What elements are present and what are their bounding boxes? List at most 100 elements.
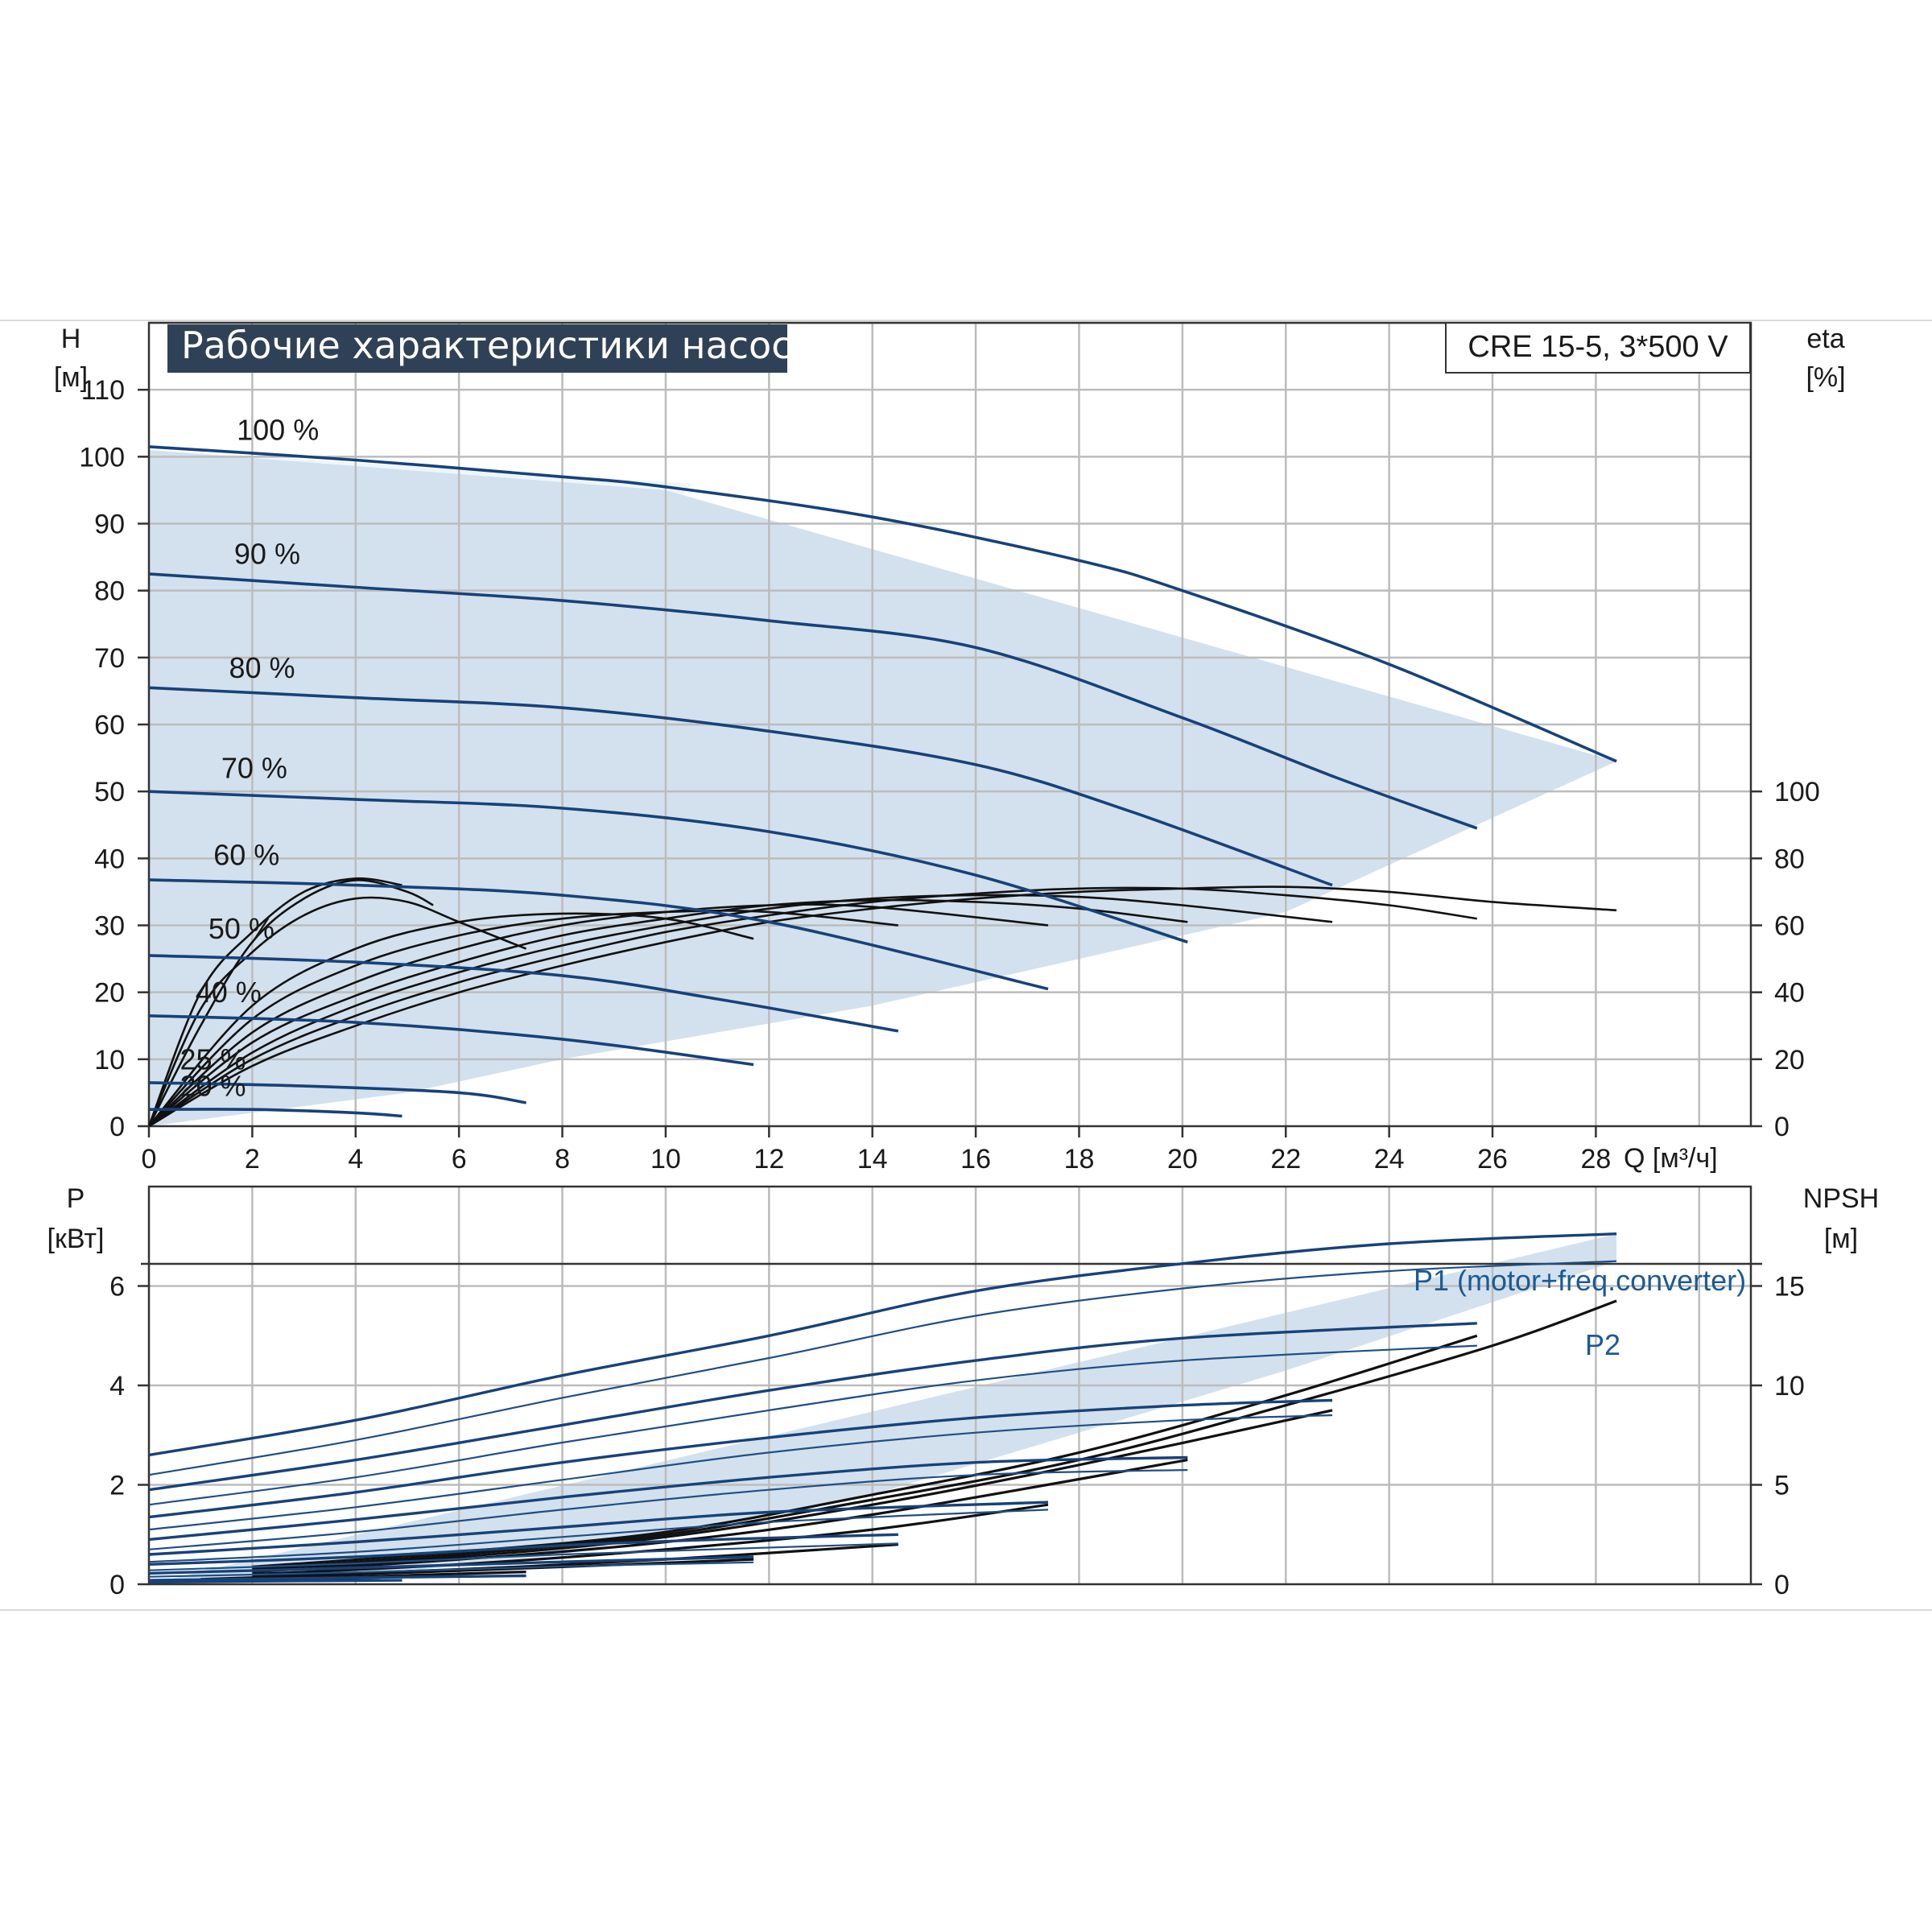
q-x-tick-label: 24	[1374, 1144, 1405, 1174]
head-axis-label: H	[61, 324, 81, 354]
q-axis-label: Q [м³/ч]	[1624, 1143, 1718, 1174]
head-curve-label: 80 %	[229, 651, 295, 684]
chart-title-banner	[167, 324, 787, 373]
model-label: CRE 15-5, 3*500 V	[1468, 330, 1728, 364]
chart-title: Рабочие характеристики насоса	[181, 324, 815, 367]
head-y-tick-label: 50	[94, 777, 125, 807]
eta-y-tick-label: 100	[1774, 777, 1820, 807]
p2-power-curve	[148, 1468, 1188, 1550]
p2-power-curve	[148, 1509, 1049, 1563]
head-y-tick-label: 70	[94, 643, 125, 674]
p1-power-curve	[148, 1555, 754, 1575]
head-curves	[148, 445, 1617, 1118]
q-x-tick-label: 0	[142, 1144, 157, 1174]
head-curve-label: 40 %	[196, 976, 262, 1009]
power-curves	[148, 1232, 1617, 1584]
npsh-axis-unit: [м]	[1824, 1224, 1858, 1254]
head-curve-label: 100 %	[237, 414, 319, 447]
power-plot-panel: 0 2 4 6 0 5 10 15 P [кВт] NPSH [м] P1 (motor+f…	[47, 1183, 1880, 1600]
npsh-y-tick-label: 5	[1774, 1471, 1790, 1501]
efficiency-curve	[147, 877, 402, 1127]
efficiency-curve	[148, 912, 754, 1127]
eta-y-ticks: 0 20 40 60 80 100	[1751, 777, 1820, 1142]
head-y-tick-label: 20	[94, 978, 125, 1009]
head-curve	[148, 572, 1478, 830]
head-curve	[148, 445, 1617, 763]
head-curve	[148, 954, 899, 1033]
npsh-curve	[252, 1299, 1617, 1571]
head-y-tick-label: 40	[94, 844, 125, 874]
head-curve	[148, 1081, 526, 1104]
q-x-tick-label: 28	[1581, 1144, 1612, 1174]
q-x-tick-label: 22	[1270, 1144, 1301, 1174]
head-y-tick-label: 30	[94, 911, 125, 942]
q-x-tick-label: 12	[753, 1144, 784, 1174]
head-y-tick-label: 80	[94, 576, 125, 607]
efficiency-curve	[148, 894, 1333, 1128]
eta-y-tick-label: 40	[1774, 978, 1805, 1009]
npsh-y-tick-label: 10	[1774, 1371, 1805, 1402]
q-x-tick-label: 26	[1477, 1144, 1508, 1174]
efficiency-curve	[148, 886, 1477, 1128]
q-x-ticks: 0 2 4 6 8 10 12 14 16 18 20 22 24 26 28	[142, 1126, 1612, 1174]
head-curve-label: 90 %	[234, 537, 300, 570]
power-y-ticks: 0 2 4 6	[109, 1272, 149, 1600]
power-y-tick-label: 4	[109, 1371, 125, 1402]
p2-power-curve	[148, 1414, 1333, 1531]
head-y-tick-label: 110	[81, 375, 125, 406]
npsh-curve	[200, 1558, 754, 1581]
p1-curve-label: P1 (motor+freq.converter)	[1414, 1264, 1746, 1297]
efficiency-curve	[147, 896, 527, 1127]
p1-power-curve	[148, 1398, 1333, 1519]
eta-axis-label: eta	[1806, 324, 1844, 354]
p1-power-curve	[148, 1322, 1477, 1492]
power-grid	[141, 1187, 1762, 1584]
power-axis-unit: [кВт]	[47, 1224, 105, 1254]
eta-y-tick-label: 0	[1774, 1112, 1790, 1142]
eta-axis-unit: [%]	[1806, 362, 1845, 393]
efficiency-curve	[147, 879, 434, 1127]
q-x-tick-label: 4	[348, 1144, 363, 1174]
q-x-tick-label: 8	[555, 1144, 570, 1174]
head-curve	[148, 1014, 754, 1067]
head-y-tick-label: 90	[94, 510, 125, 540]
head-curve	[148, 790, 1188, 944]
p1-power-curve	[148, 1455, 1188, 1542]
head-curve-label: 60 %	[213, 839, 279, 872]
q-x-tick-label: 18	[1064, 1144, 1095, 1174]
head-plot-panel: 100 % 90 % 80 % 70 % 60 % 50 % 40 % 25 %20 % 0 1…	[54, 321, 1846, 1174]
p1-power-curve	[148, 1533, 898, 1566]
q-x-tick-label: 6	[452, 1144, 467, 1174]
q-x-tick-label: 20	[1167, 1144, 1198, 1174]
p1-power-curve	[148, 1579, 402, 1584]
head-curve-label: 70 %	[221, 752, 287, 785]
p1-power-curve	[148, 1232, 1617, 1457]
head-curve	[148, 878, 1049, 991]
head-curve-label: 50 %	[208, 912, 275, 945]
eta-y-tick-label: 80	[1774, 844, 1805, 874]
q-x-tick-label: 16	[960, 1144, 991, 1174]
p1-power-curve	[148, 1574, 526, 1582]
head-axis-unit: [м]	[54, 362, 88, 393]
head-curve-labels: 100 % 90 % 80 % 70 % 60 % 50 % 40 % 25 %20 %	[180, 414, 320, 1103]
model-box	[1445, 322, 1751, 374]
p2-power-curve	[148, 1542, 898, 1571]
q-x-tick-label: 14	[857, 1144, 888, 1174]
p1-power-curve	[148, 1501, 1049, 1556]
head-curve	[148, 1108, 402, 1118]
p2-curve-label: P2	[1585, 1328, 1620, 1361]
eta-y-tick-label: 20	[1774, 1045, 1805, 1075]
npsh-y-tick-label: 15	[1774, 1272, 1805, 1302]
power-axis-label: P	[67, 1183, 85, 1214]
power-y-tick-label: 0	[109, 1570, 125, 1600]
head-y-ticks: 0 10 20 30 40 50 60 70 80 90 100 110	[79, 375, 149, 1142]
head-y-tick-label: 0	[109, 1112, 125, 1142]
head-curve-label: 25 %	[180, 1042, 246, 1075]
p2-power-curve	[148, 1344, 1477, 1506]
head-grid	[149, 321, 1751, 1126]
eta-y-tick-label: 60	[1774, 911, 1805, 942]
head-y-tick-label: 100	[79, 442, 125, 473]
p2-power-curve	[148, 1561, 754, 1578]
q-x-tick-label: 2	[245, 1144, 260, 1174]
